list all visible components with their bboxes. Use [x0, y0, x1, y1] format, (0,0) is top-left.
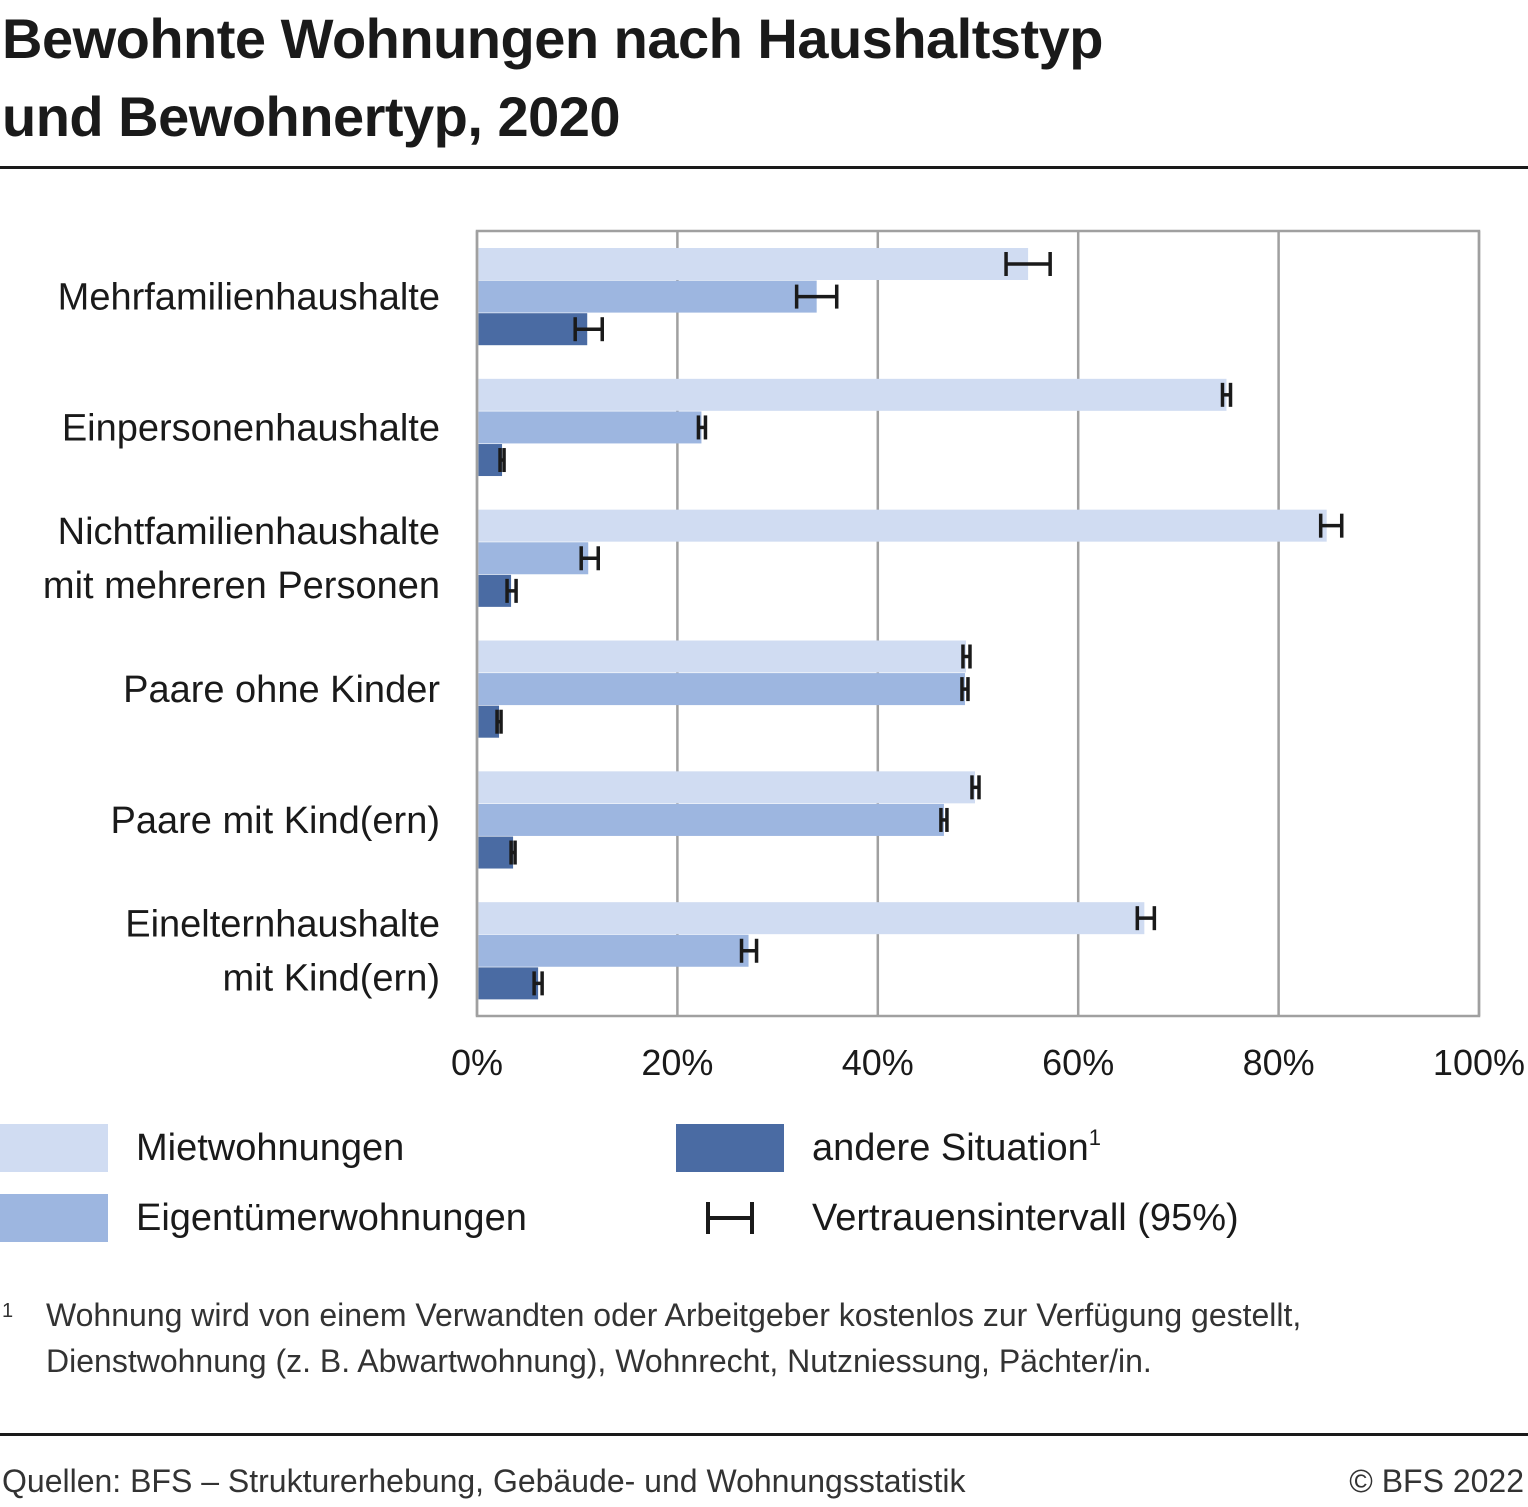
- bar-andere-situation-5: [478, 836, 514, 869]
- bar-andere-situation-2: [478, 444, 503, 477]
- x-tick-label-60: 60%: [1042, 1042, 1114, 1083]
- chart-title: Bewohnte Wohnungen nach Haushaltstyp und…: [2, 0, 1502, 156]
- category-label-2: Einpersonenhaushalte: [62, 407, 440, 449]
- bar-andere-situation-1: [478, 313, 588, 346]
- bar-mietwohnungen-5: [478, 771, 975, 804]
- bar-mietwohnungen-2: [478, 378, 1227, 411]
- x-tick-label-0: 0%: [451, 1042, 503, 1083]
- legend-item-eigentuemerwohnungen: Eigentümerwohnungen: [0, 1194, 527, 1242]
- bar-mietwohnungen-6: [478, 902, 1145, 935]
- x-tick-label-100: 100%: [1433, 1042, 1525, 1083]
- copyright-note: © BFS 2022: [1349, 1463, 1524, 1499]
- category-label-6-line-1: Einelternhaushalte: [125, 904, 440, 946]
- footnote-line-2: Dienstwohnung (z. B. Abwartwohnung), Woh…: [46, 1343, 1152, 1379]
- bar-mietwohnungen-4: [478, 640, 966, 673]
- footnote-text: Wohnung wird von einem Verwandten oder A…: [46, 1292, 1486, 1384]
- legend-swatch-andere-situation: [676, 1124, 784, 1172]
- legend-label-eigentuemerwohnungen: Eigentümerwohnungen: [136, 1196, 527, 1239]
- legend-item-andere-situation: andere Situation1: [676, 1124, 1101, 1172]
- legend: Mietwohnungen Eigentümerwohnungen andere…: [0, 1118, 1528, 1258]
- bar-eigentuemerwohnungen-6: [478, 934, 749, 967]
- bar-andere-situation-6: [478, 967, 539, 1000]
- bar-mietwohnungen-1: [478, 248, 1029, 280]
- x-tick-label-20: 20%: [641, 1042, 713, 1083]
- category-label-3-line-1: Nichtfamilienhaushalte: [58, 511, 440, 553]
- bar-eigentuemerwohnungen-3: [478, 542, 589, 575]
- title-divider: [0, 166, 1528, 169]
- legend-label-andere-situation: andere Situation1: [812, 1124, 1102, 1169]
- legend-label-mietwohnungen: Mietwohnungen: [136, 1126, 405, 1169]
- plot-frame: [475, 229, 1481, 1018]
- source-note: Quellen: BFS – Strukturerhebung, Gebäude…: [2, 1463, 966, 1499]
- bar-eigentuemerwohnungen-4: [478, 673, 965, 706]
- source-divider: [0, 1433, 1528, 1436]
- legend-item-mietwohnungen: Mietwohnungen: [0, 1124, 404, 1172]
- chart-title-line-1: Bewohnte Wohnungen nach Haushaltstyp: [2, 7, 1104, 70]
- bar-eigentuemerwohnungen-1: [478, 280, 817, 313]
- footnote-line-1: Wohnung wird von einem Verwandten oder A…: [46, 1297, 1302, 1333]
- category-label-6-line-2: mit Kind(ern): [223, 958, 441, 1000]
- footnote-mark: 1: [2, 1300, 14, 1322]
- confidence-interval-icon: [706, 1202, 754, 1234]
- legend-label-vertrauensintervall: Vertrauensintervall (95%): [812, 1196, 1239, 1239]
- x-tick-label-80: 80%: [1243, 1042, 1315, 1083]
- legend-swatch-mietwohnungen: [0, 1124, 108, 1172]
- bar-andere-situation-4: [478, 705, 500, 738]
- footnote-reference: 1: [1088, 1124, 1102, 1150]
- bar-eigentuemerwohnungen-5: [478, 803, 944, 836]
- category-label-1: Mehrfamilienhaushalte: [58, 276, 440, 318]
- category-label-5: Paare mit Kind(ern): [111, 800, 440, 842]
- bar-chart: 0% 20% 40% 60% 80% 100% Mehrfamilienhaushalte E…: [43, 229, 1525, 1083]
- legend-item-vertrauensintervall: Vertrauensintervall (95%): [676, 1194, 1239, 1242]
- bar-mietwohnungen-3: [478, 509, 1327, 542]
- bar-eigentuemerwohnungen-2: [478, 411, 702, 444]
- category-label-4: Paare ohne Kinder: [123, 669, 440, 711]
- category-label-3-line-2: mit mehreren Personen: [43, 565, 440, 607]
- legend-swatch-eigentuemerwohnungen: [0, 1194, 108, 1242]
- chart-title-line-2: und Bewohnertyp, 2020: [2, 85, 621, 148]
- x-tick-label-40: 40%: [842, 1042, 914, 1083]
